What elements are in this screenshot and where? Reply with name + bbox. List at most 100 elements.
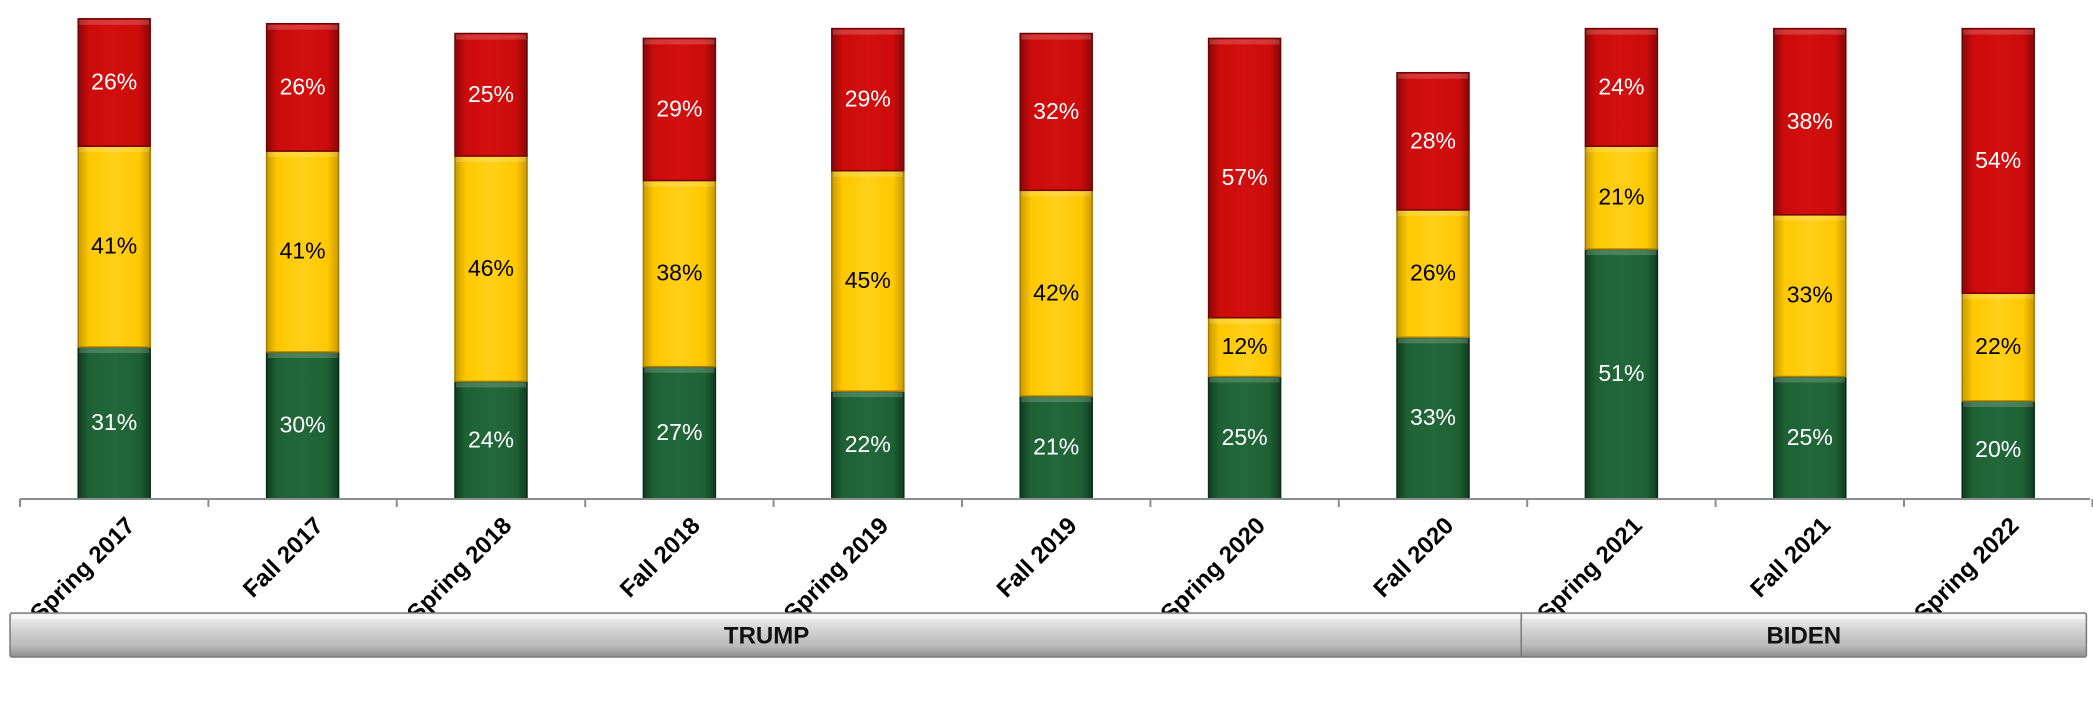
data-label: 32% (1033, 98, 1079, 124)
bar-segment-neutral (1773, 214, 1847, 378)
bar-bevel (1398, 210, 1468, 216)
x-tick-label: Spring 2022 (1909, 512, 2024, 627)
bar-bevel (267, 152, 338, 158)
data-label: 45% (845, 267, 891, 293)
bar-segment-approve (1773, 375, 1847, 500)
data-label: 24% (1598, 73, 1644, 99)
data-label: 22% (845, 431, 891, 457)
bar-stack: 24% 46% 25% (454, 32, 528, 500)
bar-segment-approve (1207, 375, 1282, 500)
data-label: 38% (656, 260, 702, 286)
data-label: 46% (468, 255, 514, 281)
bar-bevel (456, 382, 526, 388)
data-label: 41% (91, 233, 137, 259)
data-label: 54% (1975, 147, 2021, 173)
bar-segment-approve (265, 351, 340, 500)
bar-bevel (1586, 250, 1657, 256)
bar-bevel (456, 157, 526, 162)
data-label: 25% (1222, 424, 1268, 450)
data-label: 38% (1787, 108, 1833, 134)
bar-stack: 31% 41% 26% (77, 18, 151, 500)
bar-stack: 27% 38% 29% (642, 37, 717, 500)
bar-bevel (267, 24, 338, 30)
x-tick-label: Spring 2020 (1156, 512, 1271, 627)
x-tick-label: Spring 2021 (1532, 512, 1647, 627)
bar-bevel (1021, 191, 1092, 197)
x-tick-label: Fall 2020 (1368, 512, 1459, 603)
bar-segment-approve (77, 346, 151, 500)
bar-segment-neutral (77, 145, 151, 348)
data-label: 29% (845, 86, 891, 112)
group-bands: TRUMP BIDEN (9, 612, 2088, 658)
data-label: 21% (1598, 184, 1644, 210)
data-label: 27% (656, 419, 702, 445)
bar-segment-disapprove (1019, 32, 1093, 192)
data-label: 22% (1975, 333, 2021, 359)
bar-stack: 20% 22% 54% (1961, 27, 2035, 500)
bar-segment-neutral (265, 150, 340, 353)
bar-segment-approve (1019, 395, 1093, 500)
bar-bevel (1963, 402, 2034, 407)
bar-segment-disapprove (1584, 27, 1659, 147)
bar-stack: 21% 42% 32% (1019, 32, 1093, 500)
group-band-highlight (12, 615, 1522, 619)
bar-stack: 25% 33% 38% (1773, 27, 1847, 500)
data-label: 26% (1410, 260, 1456, 286)
bar-bevel (1021, 34, 1092, 40)
data-label: 24% (468, 426, 514, 452)
bar-segment-neutral (454, 155, 528, 383)
data-label: 29% (656, 96, 702, 122)
bar-segment-disapprove (1396, 71, 1470, 211)
data-label: 26% (280, 73, 326, 99)
data-label: 51% (1598, 360, 1644, 386)
bar-bevel (79, 147, 150, 153)
bar-stack: 25% 12% 57% (1207, 37, 1282, 500)
bar-bevel (832, 29, 903, 35)
group-label: BIDEN (1766, 622, 1841, 649)
group-band: BIDEN (1520, 612, 2088, 658)
bar-bevel (644, 181, 715, 187)
bar-stack: 51% 21% 24% (1584, 27, 1659, 500)
bar-bevel (1586, 29, 1657, 35)
bar-bevel (832, 171, 903, 177)
bar-bevel (832, 392, 903, 398)
bar-bevel (1398, 338, 1468, 344)
bar-segment-neutral (642, 179, 717, 368)
x-tick-label: Fall 2019 (992, 512, 1083, 603)
bar-segment-disapprove (1773, 27, 1847, 216)
bar-segment-disapprove (1961, 27, 2035, 294)
bar-segment-approve (1584, 248, 1659, 500)
bar-stack: 30% 41% 26% (265, 22, 340, 500)
bar-bevel (1586, 147, 1657, 153)
bar-stack: 33% 26% 28% (1396, 71, 1470, 500)
bar-bevel (1021, 397, 1092, 403)
bars-layer: 31% 41% 26% 30% 41% 26% 24% 46% 25% 27% 38% 29% 22% 4… (77, 18, 2035, 500)
group-label: TRUMP (724, 622, 809, 649)
bar-bevel (456, 34, 526, 40)
bar-bevel (1963, 294, 2034, 300)
data-label: 30% (280, 412, 326, 438)
x-tick-label: Fall 2018 (615, 512, 706, 603)
bar-bevel (644, 367, 715, 373)
bar-segment-disapprove (831, 27, 905, 172)
bar-bevel (267, 353, 338, 358)
x-tick-label: Spring 2019 (779, 512, 894, 627)
x-tick-label: Spring 2017 (25, 512, 140, 627)
bar-segment-neutral (1396, 209, 1470, 339)
bar-segment-approve (642, 365, 717, 500)
group-band: TRUMP (9, 612, 1524, 658)
bar-bevel (1774, 377, 1845, 383)
data-label: 25% (1787, 424, 1833, 450)
bar-bevel (1398, 73, 1468, 79)
data-label: 21% (1033, 434, 1079, 460)
bar-bevel (79, 19, 150, 25)
x-axis (19, 498, 2093, 507)
bar-segment-disapprove (77, 18, 151, 147)
bar-bevel (1963, 29, 2034, 35)
data-label: 33% (1787, 282, 1833, 308)
bar-bevel (1209, 39, 1280, 45)
bar-bevel (1774, 215, 1845, 221)
data-label: 33% (1410, 404, 1456, 430)
bar-bevel (1209, 318, 1280, 324)
